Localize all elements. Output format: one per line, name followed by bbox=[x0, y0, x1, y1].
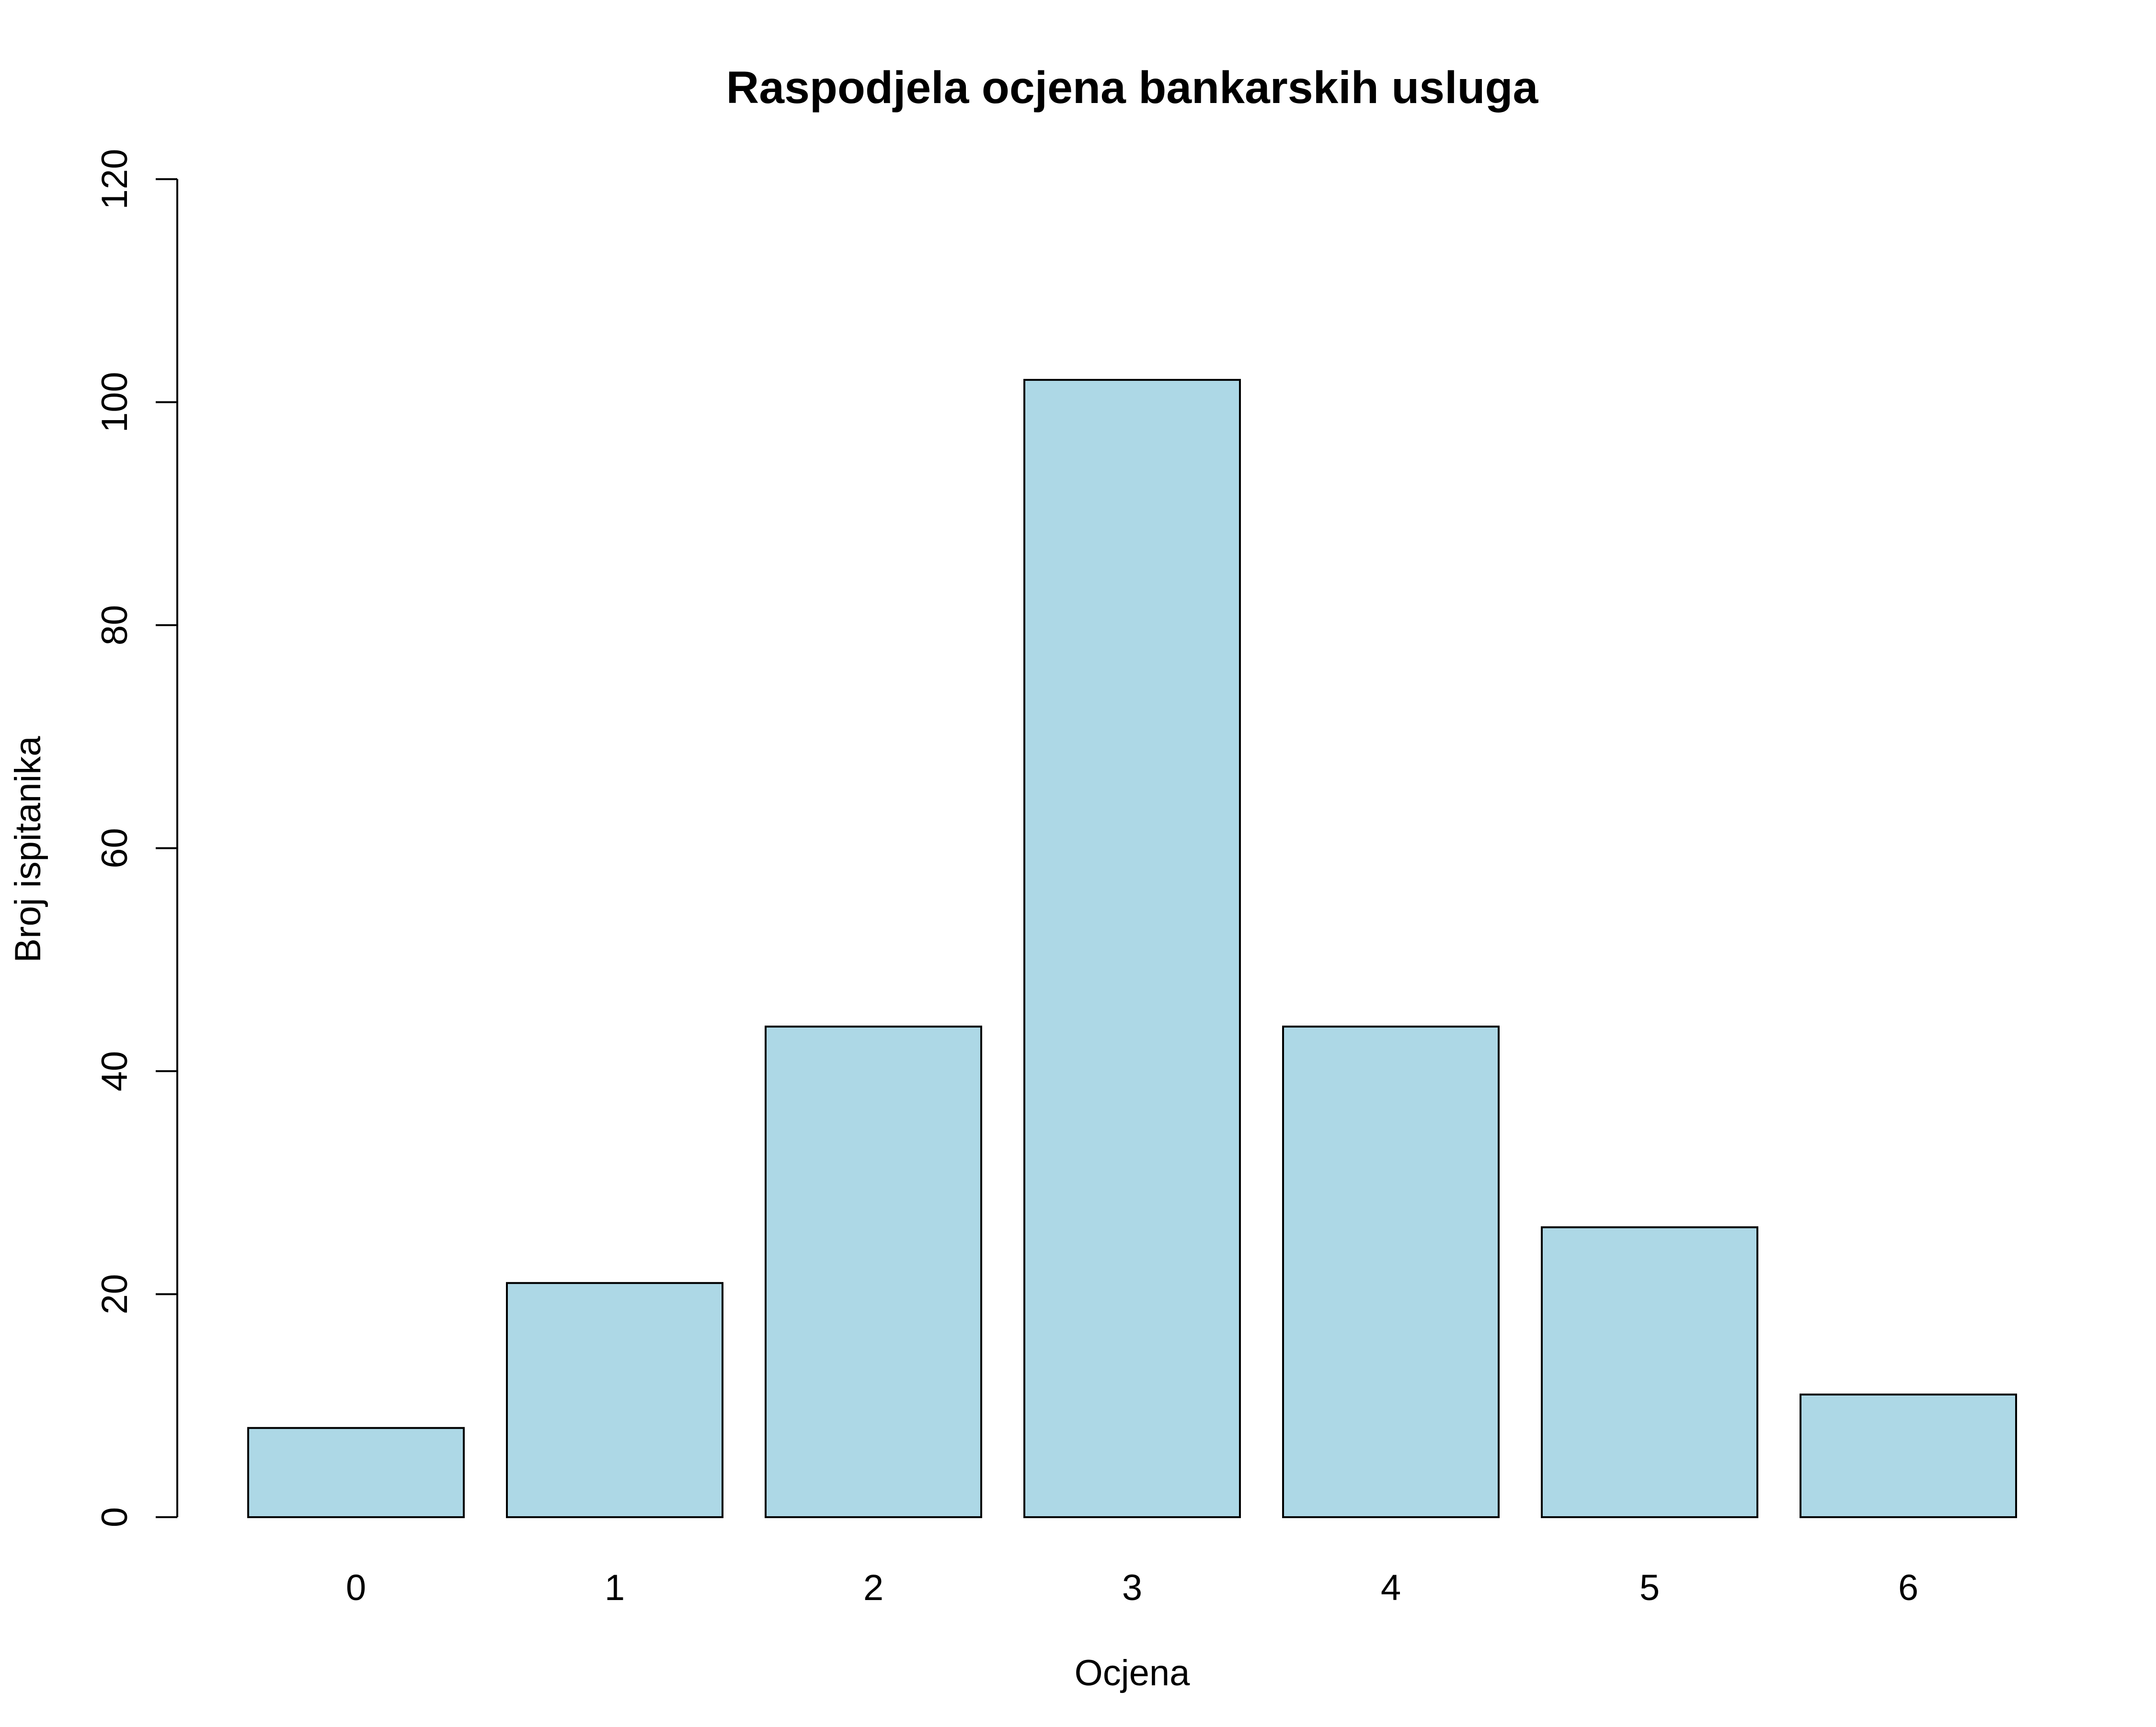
x-tick-label: 2 bbox=[863, 1567, 883, 1608]
bars-group bbox=[247, 378, 2017, 1519]
bar bbox=[506, 1282, 723, 1519]
x-tick-label: 6 bbox=[1898, 1567, 1918, 1608]
y-tick-label: 120 bbox=[94, 149, 135, 210]
y-tick-label: 0 bbox=[94, 1507, 135, 1527]
x-tick-label: 3 bbox=[1122, 1567, 1142, 1608]
x-tick-label: 4 bbox=[1381, 1567, 1401, 1608]
bar bbox=[1541, 1226, 1758, 1519]
y-tick-label: 40 bbox=[94, 1051, 135, 1092]
chart-title: Raspodjela ocjena bankarskih usluga bbox=[726, 62, 1539, 113]
x-tick-label: 1 bbox=[605, 1567, 625, 1608]
x-tick-label: 5 bbox=[1640, 1567, 1660, 1608]
y-tick-label: 60 bbox=[94, 828, 135, 869]
x-axis-label: Ocjena bbox=[1075, 1653, 1191, 1693]
bar bbox=[1023, 378, 1241, 1519]
bar bbox=[1800, 1393, 2017, 1519]
bar bbox=[247, 1427, 465, 1519]
y-tick-label: 80 bbox=[94, 605, 135, 646]
bar bbox=[1282, 1025, 1500, 1518]
x-tick-label: 0 bbox=[346, 1567, 366, 1608]
y-tick-label: 20 bbox=[94, 1274, 135, 1315]
y-tick-label: 100 bbox=[94, 372, 135, 433]
bar bbox=[765, 1025, 982, 1518]
x-tick-labels: 0 1 2 3 4 5 6 bbox=[346, 1567, 1918, 1608]
y-axis-label: Broj ispitanika bbox=[8, 736, 48, 963]
y-axis: 0 20 40 60 80 100 120 bbox=[94, 149, 178, 1527]
